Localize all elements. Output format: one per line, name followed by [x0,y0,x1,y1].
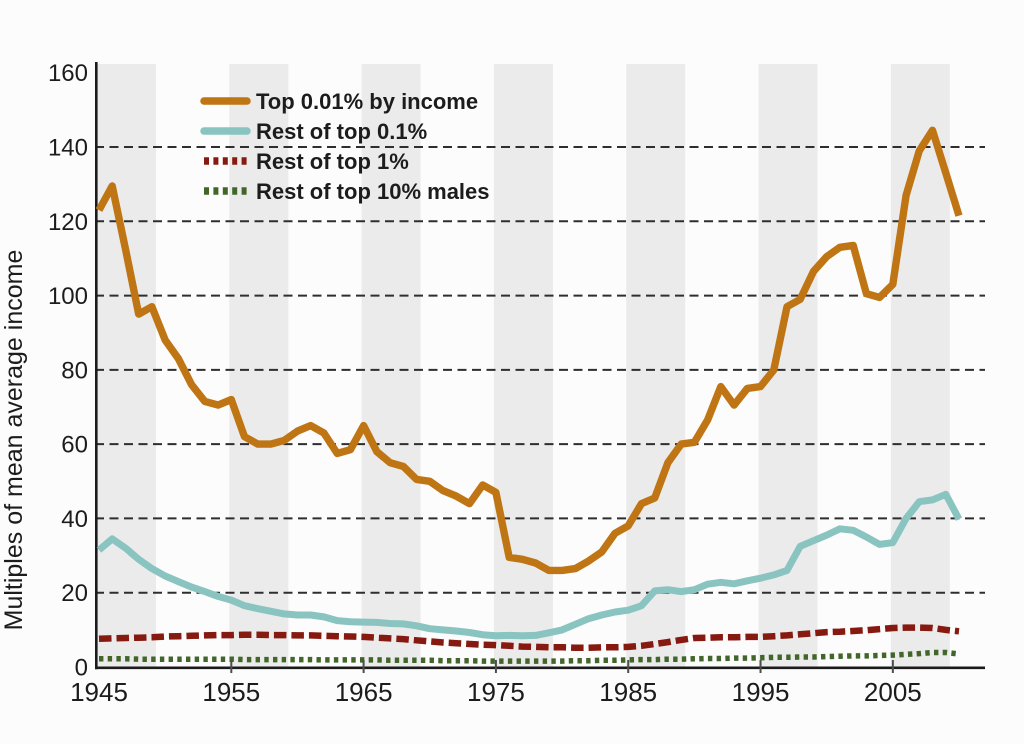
legend-label-1: Top 0.01% by income [256,89,478,114]
legend-label-2: Rest of top 0.1% [256,119,427,144]
series-line-top-0-01-by-income [95,126,963,575]
y-tick-label-60: 60 [61,432,88,459]
y-axis-tick-labels: 0 20 40 60 80 100 120 140 160 [48,60,88,681]
decade-band-1945 [97,64,156,668]
decade-band-1985 [626,64,686,668]
x-tick-label-1955: 1955 [202,677,260,707]
decade-shading-bands [97,64,950,668]
y-tick-label-80: 80 [61,357,88,384]
x-tick-label-1945: 1945 [70,677,128,707]
axes [95,62,985,670]
x-axis-tick-labels: 1945 1955 1965 1975 1985 1995 2005 [70,677,922,707]
series-lines [95,126,963,664]
decade-band-1965 [361,64,421,668]
x-axis-tick-marks [230,660,894,673]
y-tick-label-120: 120 [48,209,88,236]
x-tick-label-1975: 1975 [467,677,525,707]
y-tick-label-100: 100 [48,283,88,310]
y-tick-label-0: 0 [75,655,88,682]
y-tick-label-20: 20 [61,580,88,607]
x-tick-label-1995: 1995 [732,677,790,707]
decade-band-1975 [493,64,553,668]
horizontal-gridlines [95,145,985,594]
x-tick-label-2005: 2005 [864,677,922,707]
legend-label-3: Rest of top 1% [256,149,409,174]
legend: Top 0.01% by income Rest of top 0.1% Rest … [200,89,490,204]
y-tick-label-160: 160 [48,60,88,87]
series-line-rest-of-top-1- [98,624,960,651]
y-tick-label-40: 40 [61,506,88,533]
series-line-rest-of-top-10-males [99,649,960,664]
decade-band-1955 [229,64,289,668]
y-axis-title: Multiples of mean average income [0,250,28,631]
series-line-rest-of-top-0-1- [96,490,963,640]
x-tick-label-1985: 1985 [599,677,657,707]
legend-label-4: Rest of top 10% males [256,179,490,204]
y-tick-label-140: 140 [48,134,88,161]
x-tick-label-1965: 1965 [335,677,393,707]
